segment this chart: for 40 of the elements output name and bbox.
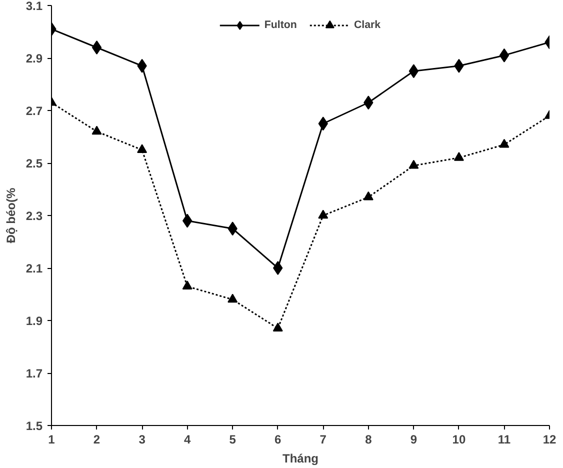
x-tick-label: 2 [93,432,100,446]
x-tick-label: 7 [320,432,327,446]
y-tick-label: 2.9 [26,52,43,66]
legend-label: Fulton [264,19,297,31]
x-tick-label: 1 [48,432,56,446]
y-tick-label: 2.1 [26,262,43,276]
point [137,144,148,153]
x-tick-label: 9 [410,432,418,446]
y-tick-label: 1.5 [26,419,43,433]
point [363,191,374,200]
point [318,210,328,219]
point [182,280,192,290]
y-tick-label: 3.1 [26,0,43,13]
x-tick-label: 11 [498,432,511,446]
x-tick-label: 8 [365,432,372,446]
point [228,294,238,303]
y-tick-label: 1.9 [26,314,43,328]
x-tick-label: 4 [184,432,191,446]
point [499,138,510,148]
legend-label: Clark [354,19,381,31]
point [454,152,464,161]
point [273,261,283,275]
x-axis-title: Tháng [282,452,319,466]
point [499,48,510,62]
point [408,160,419,169]
y-tick-label: 2.7 [26,104,43,118]
x-tick-label: 5 [229,432,236,446]
y-tick-label: 1.7 [26,366,43,380]
y-axis-title: Độ béo(% [4,188,18,244]
x-tick-label: 3 [138,432,146,446]
point [92,126,102,135]
point [272,322,283,332]
x-tick-label: 6 [274,432,282,446]
x-tick-label: 12 [542,432,556,446]
y-tick-label: 2.3 [26,209,43,223]
y-tick-label: 2.5 [26,156,43,170]
x-tick-label: 10 [452,432,466,446]
point [182,214,192,228]
point [92,40,102,54]
point [408,64,419,78]
